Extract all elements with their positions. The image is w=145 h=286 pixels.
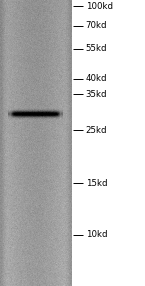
Text: 25kd: 25kd [86, 126, 107, 135]
Text: 70kd: 70kd [86, 21, 107, 30]
Text: 10kd: 10kd [86, 230, 107, 239]
Text: 100kd: 100kd [86, 2, 113, 11]
Text: 15kd: 15kd [86, 178, 107, 188]
Text: 35kd: 35kd [86, 90, 107, 99]
Text: 40kd: 40kd [86, 74, 107, 83]
Text: 55kd: 55kd [86, 44, 107, 53]
